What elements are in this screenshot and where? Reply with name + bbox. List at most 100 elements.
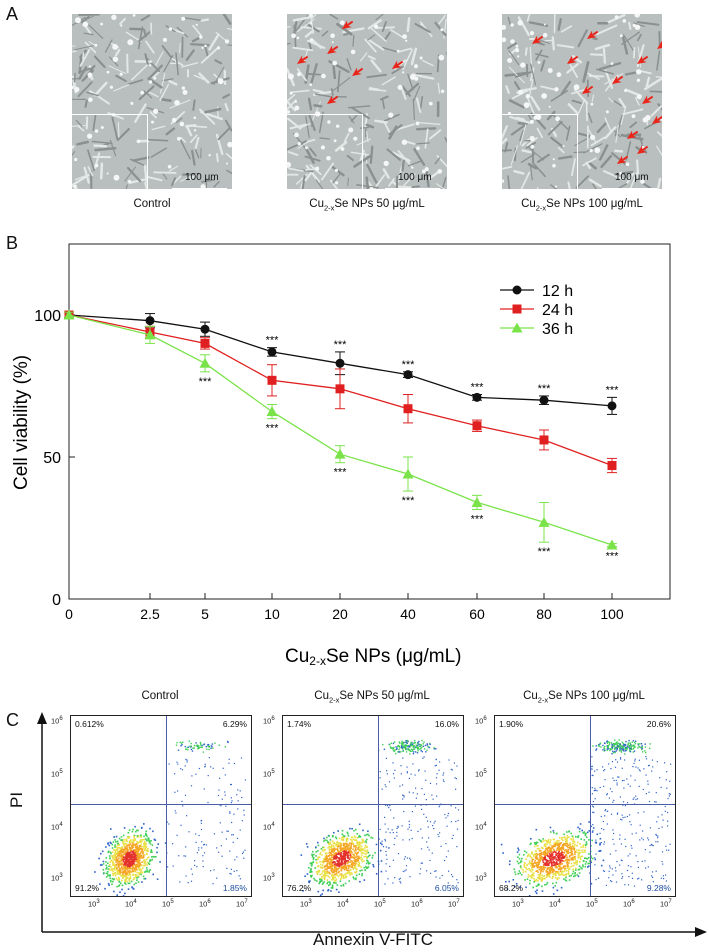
event-dot	[335, 855, 338, 857]
event-dot	[340, 842, 343, 845]
event-dot	[113, 878, 115, 880]
event-dot	[592, 824, 594, 826]
event-dot	[398, 744, 400, 747]
event-dot	[164, 842, 167, 844]
event-dot	[137, 829, 139, 832]
event-dot	[404, 745, 406, 747]
event-dot	[394, 769, 396, 771]
event-dot	[436, 773, 438, 775]
cell-body	[88, 97, 93, 102]
event-dot	[629, 747, 631, 750]
event-dot	[530, 871, 533, 873]
event-dot	[313, 853, 315, 856]
event-dot	[623, 787, 625, 789]
event-dot	[108, 865, 110, 868]
event-dot	[115, 835, 118, 838]
event-dot	[550, 869, 553, 871]
event-dot	[586, 831, 589, 834]
event-dot	[340, 860, 343, 863]
event-dot	[121, 888, 123, 891]
cell-body	[130, 101, 134, 105]
cell-mark	[104, 39, 113, 53]
event-dot	[614, 867, 617, 869]
cell-body	[74, 157, 78, 162]
event-dot	[391, 829, 393, 831]
event-dot	[134, 853, 136, 856]
event-dot	[358, 845, 360, 847]
event-dot	[668, 849, 670, 851]
event-dot	[402, 757, 404, 759]
event-dot	[317, 857, 319, 859]
event-dot	[188, 740, 190, 742]
event-dot	[546, 875, 548, 878]
cell-mark	[125, 31, 142, 42]
event-dot	[612, 777, 614, 779]
event-dot	[146, 870, 148, 873]
event-dot	[328, 854, 331, 856]
cell-body	[204, 44, 207, 48]
event-dot	[321, 870, 324, 873]
cell-mark	[138, 85, 155, 101]
event-dot	[530, 838, 532, 840]
cell-mark	[85, 91, 99, 97]
event-dot	[502, 852, 504, 854]
event-dot	[642, 839, 644, 841]
event-dot	[369, 862, 371, 864]
event-dot	[106, 872, 109, 875]
event-dot	[210, 766, 212, 768]
event-dot	[647, 765, 650, 767]
cell-mark	[422, 59, 434, 67]
event-dot	[561, 856, 563, 858]
event-dot	[144, 854, 146, 856]
event-dot	[529, 879, 531, 882]
event-dot	[649, 747, 651, 750]
event-dot	[612, 838, 614, 840]
event-dot	[239, 829, 241, 831]
event-dot	[573, 863, 576, 865]
event-dot	[133, 855, 136, 858]
event-dot	[661, 851, 664, 853]
x-tick-label: 60	[469, 606, 485, 622]
event-dot	[342, 844, 345, 847]
event-dot	[413, 748, 415, 750]
event-dot	[596, 833, 599, 836]
event-dot	[124, 852, 126, 855]
cell-mark	[155, 51, 164, 66]
event-dot	[129, 877, 132, 880]
event-dot	[231, 800, 233, 802]
event-dot	[552, 856, 554, 859]
event-dot	[556, 877, 559, 880]
red-arrow-icon	[567, 55, 579, 64]
event-dot	[508, 863, 511, 866]
cell-mark	[633, 22, 645, 27]
event-dot	[418, 740, 420, 743]
event-dot	[344, 873, 346, 876]
event-dot	[203, 852, 206, 854]
event-dot	[598, 745, 600, 747]
cell-mark	[406, 17, 411, 33]
event-dot	[536, 866, 539, 868]
event-dot	[569, 843, 572, 845]
event-dot	[187, 882, 189, 884]
event-dot	[388, 781, 391, 783]
cell-mark	[434, 157, 441, 165]
event-dot	[122, 870, 125, 873]
cell-mark	[507, 42, 517, 50]
event-dot	[415, 787, 417, 789]
event-dot	[230, 784, 232, 786]
event-dot	[352, 862, 355, 864]
event-dot	[523, 861, 526, 864]
event-dot	[340, 849, 343, 852]
cell-mark	[224, 102, 229, 112]
event-dot	[533, 865, 536, 867]
event-dot	[126, 858, 128, 861]
event-dot	[591, 793, 593, 795]
event-dot	[316, 858, 319, 860]
event-dot	[411, 745, 413, 747]
event-dot	[540, 846, 543, 849]
event-dot	[138, 860, 141, 862]
event-dot	[638, 785, 640, 787]
event-dot	[322, 862, 324, 864]
event-dot	[310, 869, 312, 871]
event-dot	[552, 848, 555, 851]
